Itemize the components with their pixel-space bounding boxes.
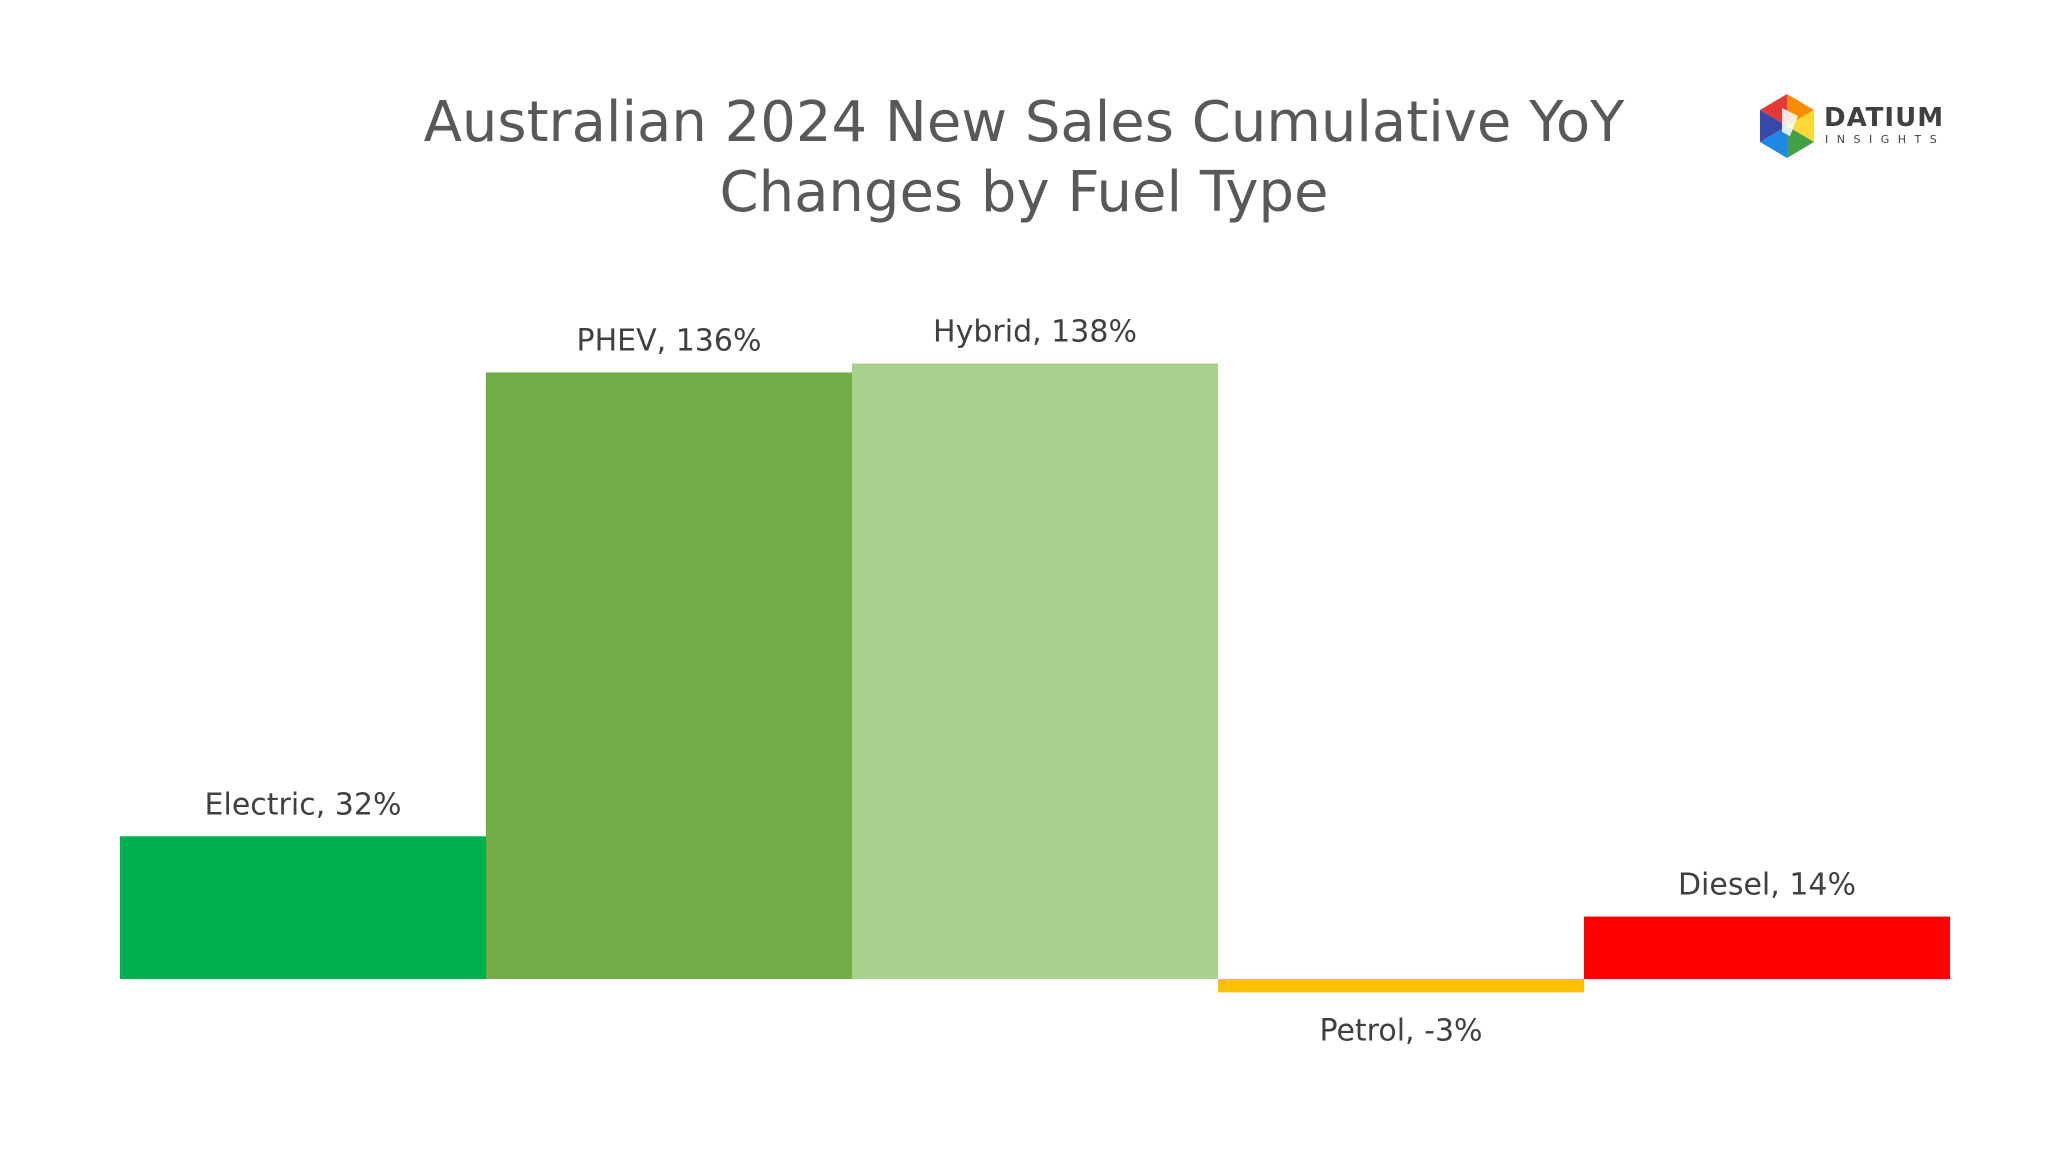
bar-petrol	[1218, 979, 1584, 993]
data-labels: Electric, 32% PHEV, 136% Hybrid, 138% Petro…	[205, 315, 1857, 1049]
data-label-petrol: Petrol, -3%	[1319, 1013, 1482, 1048]
datium-hexagon-logo-icon	[1760, 94, 1814, 158]
data-label-electric: Electric, 32%	[205, 787, 402, 822]
bar-diesel	[1584, 916, 1950, 979]
bars	[120, 363, 1950, 993]
brand-subtitle: INSIGHTS	[1825, 133, 1946, 146]
data-label-diesel: Diesel, 14%	[1678, 868, 1856, 903]
chart-title-line-2: Changes by Fuel Type	[719, 160, 1329, 225]
data-label-phev: PHEV, 136%	[577, 323, 762, 358]
chart-title: Australian 2024 New Sales Cumulative YoY…	[224, 88, 1824, 228]
bar-hybrid	[852, 363, 1218, 979]
bar-phev	[486, 372, 852, 979]
chart-title-line-1: Australian 2024 New Sales Cumulative YoY	[423, 90, 1625, 155]
bar-electric	[120, 836, 486, 979]
data-label-hybrid: Hybrid, 138%	[933, 315, 1137, 350]
brand-name: DATIUM	[1824, 103, 1945, 133]
brand-logo: DATIUM INSIGHTS	[1752, 86, 1952, 166]
